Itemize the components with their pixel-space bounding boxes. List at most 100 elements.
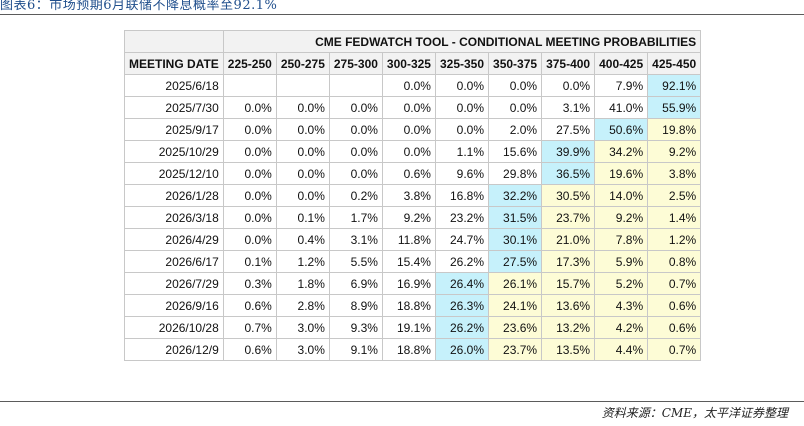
table-row: 2026/1/28 0.0% 0.0% 0.2% 3.8% 16.8% 32.2% 30.5%… [124,184,702,207]
meeting-date-cell: 2026/3/18 [124,206,224,229]
probability-cell: 0.0% [222,140,277,163]
table-row: 2026/10/28 0.7% 3.0% 9.3% 19.1% 26.2% 23.6% 13.… [124,316,702,339]
rate-range-header: 350-375 [488,52,543,75]
source-note: 资料来源：CME，太平洋证券整理 [601,406,788,420]
probability-cell: 1.8% [275,272,330,295]
probability-cell: 9.1% [328,338,383,361]
probability-cell: 5.9% [594,250,649,273]
probability-cell: 50.6% [594,118,649,141]
probability-cell: 0.0% [541,74,596,97]
table-row: 2026/12/9 0.6% 3.0% 9.1% 18.8% 26.0% 23.7% 13.5… [124,338,702,361]
probability-cell: 7.9% [594,74,649,97]
meeting-date-cell: 2025/7/30 [124,96,224,119]
probability-cell: 8.9% [328,294,383,317]
table-row: 2026/3/18 0.0% 0.1% 1.7% 9.2% 23.2% 31.5% 23.7%… [124,206,702,229]
probability-cell: 4.3% [594,294,649,317]
probability-cell: 0.0% [434,118,490,141]
probability-cell: 3.0% [275,316,330,339]
probability-cell: 92.1% [647,74,702,97]
table-row: 2025/10/29 0.0% 0.0% 0.0% 0.0% 1.1% 15.6% 39.9%… [124,140,702,163]
meeting-date-cell: 2025/6/18 [124,74,224,97]
probability-cell: 23.7% [541,206,596,229]
probability-cell: 7.8% [594,228,649,251]
probability-cell: 0.0% [381,140,436,163]
probability-cell: 0.1% [222,250,277,273]
rate-range-header: 400-425 [594,52,649,75]
meeting-date-cell: 2026/9/16 [124,294,224,317]
probability-cell: 9.6% [434,162,490,185]
probability-cell: 31.5% [488,206,543,229]
probability-cell: 29.8% [488,162,543,185]
probability-cell: 0.0% [328,140,383,163]
probability-cell: 6.9% [328,272,383,295]
rate-range-header: 325-350 [434,52,490,75]
probability-cell: 0.6% [647,294,702,317]
fedwatch-table: CME FEDWATCH TOOL - CONDITIONAL MEETING … [124,30,702,361]
probability-cell: 23.7% [488,338,543,361]
probability-cell: 9.3% [328,316,383,339]
probability-cell: 0.0% [488,96,543,119]
probability-cell: 15.7% [541,272,596,295]
probability-cell: 0.7% [647,272,702,295]
probability-cell: 15.4% [381,250,436,273]
bottom-rule [0,401,804,402]
probability-cell: 0.0% [381,118,436,141]
probability-cell: 2.8% [275,294,330,317]
probability-cell [275,74,330,97]
probability-cell: 0.0% [222,96,277,119]
probability-cell: 0.0% [381,74,436,97]
probability-cell: 11.8% [381,228,436,251]
meeting-date-cell: 2026/12/9 [124,338,224,361]
probability-cell: 27.5% [488,250,543,273]
corner-cell [124,30,224,53]
rate-range-header: 375-400 [541,52,596,75]
rate-range-header: 300-325 [381,52,436,75]
table-row: 2025/7/30 0.0% 0.0% 0.0% 0.0% 0.0% 0.0% 3.1% 41.… [124,96,702,119]
table-row: 2025/6/18 0.0% 0.0% 0.0% 0.0% 7.9% 92.1% [124,74,702,97]
probability-cell: 19.8% [647,118,702,141]
probability-cell [222,74,277,97]
probability-cell: 5.2% [594,272,649,295]
probability-cell: 0.0% [222,118,277,141]
probability-cell: 0.6% [222,338,277,361]
probability-cell: 0.8% [647,250,702,273]
rate-range-header: 225-250 [222,52,277,75]
probability-cell: 34.2% [594,140,649,163]
probability-cell: 0.0% [488,74,543,97]
probability-cell: 0.6% [647,316,702,339]
probability-cell: 0.0% [275,96,330,119]
probability-cell: 0.0% [434,96,490,119]
probability-cell: 23.2% [434,206,490,229]
probability-cell: 3.0% [275,338,330,361]
probability-cell: 16.8% [434,184,490,207]
probability-cell: 24.7% [434,228,490,251]
probability-cell: 41.0% [594,96,649,119]
meeting-date-cell: 2026/6/17 [124,250,224,273]
probability-cell: 30.5% [541,184,596,207]
probability-cell: 3.8% [647,162,702,185]
probability-cell: 26.0% [434,338,490,361]
table-title: CME FEDWATCH TOOL - CONDITIONAL MEETING … [222,30,702,53]
probability-cell: 0.4% [275,228,330,251]
table-row: 2026/9/16 0.6% 2.8% 8.9% 18.8% 26.3% 24.1% 13.6… [124,294,702,317]
probability-cell: 27.5% [541,118,596,141]
meeting-date-cell: 2025/9/17 [124,118,224,141]
probability-cell: 9.2% [594,206,649,229]
probability-cell: 26.1% [488,272,543,295]
probability-cell: 18.8% [381,338,436,361]
meeting-date-cell: 2026/4/29 [124,228,224,251]
probability-cell: 0.0% [275,118,330,141]
probability-cell: 32.2% [488,184,543,207]
probability-cell: 0.0% [275,184,330,207]
probability-cell: 3.1% [328,228,383,251]
probability-cell: 13.2% [541,316,596,339]
probability-cell: 19.1% [381,316,436,339]
probability-cell: 0.3% [222,272,277,295]
meeting-date-cell: 2025/10/29 [124,140,224,163]
meeting-date-cell: 2026/7/29 [124,272,224,295]
probability-cell: 0.0% [381,96,436,119]
meeting-date-header: MEETING DATE [124,52,224,75]
probability-cell: 21.0% [541,228,596,251]
probability-cell: 0.0% [275,140,330,163]
probability-cell: 18.8% [381,294,436,317]
